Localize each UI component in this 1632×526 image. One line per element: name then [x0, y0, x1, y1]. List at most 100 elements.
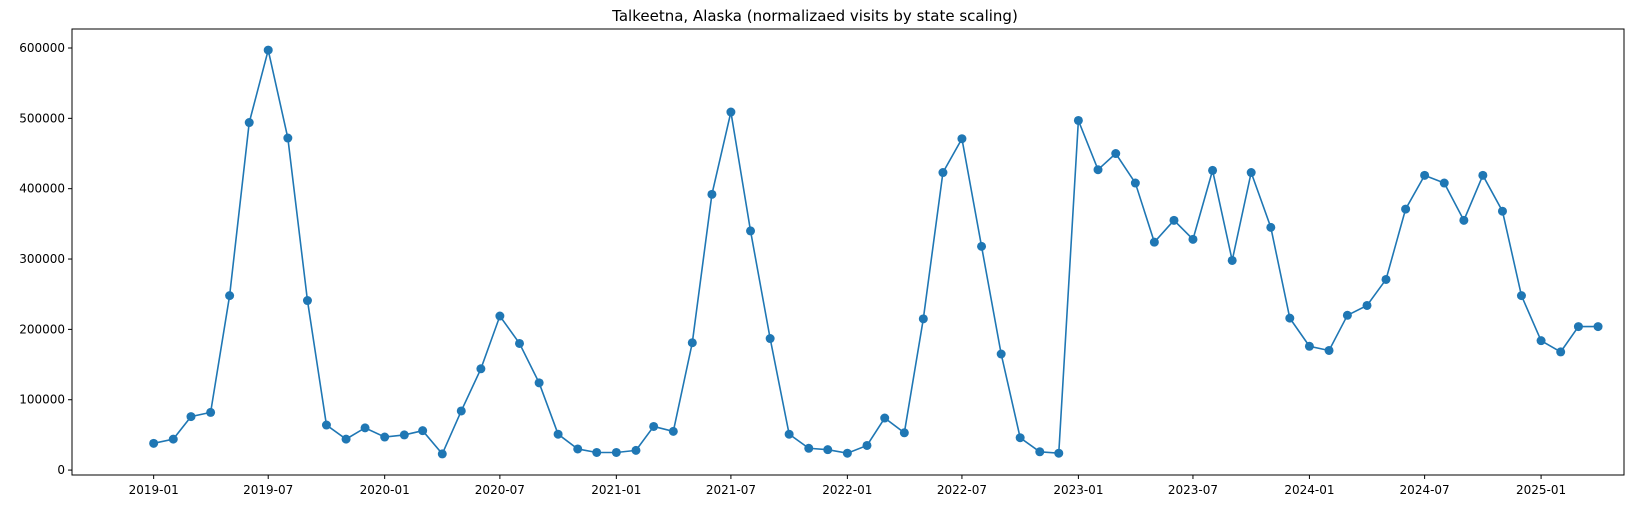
y-tick-label: 600000	[19, 41, 65, 55]
x-axis: 2019-01 2019-07 2020-01 2020-07 2021-01 2021-…	[129, 475, 1566, 497]
data-point	[244, 118, 254, 128]
data-point	[1556, 347, 1566, 357]
data-point	[1246, 168, 1256, 178]
data-point	[1188, 234, 1198, 244]
data-point	[1362, 300, 1372, 310]
data-point	[1478, 170, 1488, 180]
x-tick-label: 2022-01	[822, 483, 872, 497]
x-tick-label: 2020-01	[360, 483, 410, 497]
data-point	[380, 432, 390, 442]
data-point	[804, 443, 814, 453]
data-point	[746, 226, 756, 236]
data-point	[1208, 165, 1218, 175]
data-point	[1573, 322, 1583, 332]
data-point	[687, 338, 697, 348]
data-point	[707, 189, 717, 199]
data-point	[977, 241, 987, 251]
data-point	[476, 364, 486, 374]
data-point	[726, 107, 736, 117]
data-point	[918, 314, 928, 324]
data-point	[186, 412, 196, 422]
data-point	[611, 447, 621, 457]
data-point	[1266, 222, 1276, 232]
data-point	[206, 407, 216, 417]
y-tick-label: 0	[57, 463, 65, 477]
y-tick-label: 300000	[19, 252, 65, 266]
y-tick-label: 100000	[19, 393, 65, 407]
data-point	[1073, 115, 1083, 125]
data-point	[784, 429, 794, 439]
data-point	[592, 447, 602, 457]
data-point	[263, 45, 273, 55]
x-tick-label: 2021-01	[591, 483, 641, 497]
x-tick-label: 2024-01	[1284, 483, 1334, 497]
data-point	[1401, 204, 1411, 214]
x-tick-label: 2024-07	[1400, 483, 1450, 497]
data-point	[1497, 206, 1507, 216]
data-point	[957, 134, 967, 144]
data-point	[631, 445, 641, 455]
data-point	[1342, 310, 1352, 320]
data-point	[534, 378, 544, 388]
data-point	[899, 428, 909, 438]
data-point	[1439, 178, 1449, 188]
data-point	[1054, 448, 1064, 458]
data-point	[765, 334, 775, 344]
x-tick-label: 2022-07	[937, 483, 987, 497]
data-point	[321, 420, 331, 430]
data-point	[283, 133, 293, 143]
data-point	[360, 423, 370, 433]
y-tick-label: 500000	[19, 111, 65, 125]
data-point	[495, 311, 505, 321]
data-point	[399, 430, 409, 440]
data-point	[302, 296, 312, 306]
data-point	[149, 438, 159, 448]
data-point	[996, 349, 1006, 359]
data-point	[168, 434, 178, 444]
data-point	[1420, 170, 1430, 180]
data-point	[842, 448, 852, 458]
data-point	[515, 338, 524, 348]
data-point	[862, 440, 872, 450]
data-point	[1593, 322, 1603, 332]
data-point	[823, 445, 833, 455]
data-point	[1111, 149, 1121, 159]
data-point	[938, 168, 948, 178]
y-tick-label: 200000	[19, 322, 65, 336]
data-point	[1227, 255, 1237, 265]
data-point	[1536, 336, 1546, 346]
data-point	[456, 406, 466, 416]
chart-title: Talkeetna, Alaska (normalizaed visits by…	[611, 7, 1018, 25]
x-tick-label: 2019-01	[129, 483, 179, 497]
x-tick-label: 2020-07	[475, 483, 525, 497]
data-point	[649, 421, 659, 431]
data-point	[418, 426, 428, 436]
data-point	[880, 413, 890, 423]
data-point	[341, 434, 351, 444]
x-tick-label: 2019-07	[243, 483, 293, 497]
data-point	[553, 429, 563, 439]
x-tick-label: 2023-01	[1053, 483, 1103, 497]
data-point	[1015, 433, 1025, 443]
data-point	[1304, 341, 1314, 351]
plot-area	[149, 45, 1603, 459]
y-tick-label: 400000	[19, 182, 65, 196]
data-point	[1381, 274, 1391, 284]
data-point	[1459, 215, 1469, 225]
x-tick-label: 2023-07	[1168, 483, 1218, 497]
data-point	[1285, 313, 1295, 323]
series-line	[153, 49, 1599, 456]
data-point	[1130, 178, 1140, 188]
data-point	[1149, 237, 1159, 247]
x-tick-label: 2025-01	[1516, 483, 1566, 497]
data-point	[668, 426, 678, 436]
data-point	[1516, 291, 1526, 301]
axes-frame	[71, 28, 1625, 476]
data-point	[225, 291, 235, 301]
data-point	[1093, 165, 1103, 175]
data-point	[1035, 447, 1045, 457]
data-point	[437, 449, 447, 459]
data-point	[573, 444, 583, 454]
y-axis: 0 100000 200000 300000 400000 500000 600000	[19, 41, 72, 477]
